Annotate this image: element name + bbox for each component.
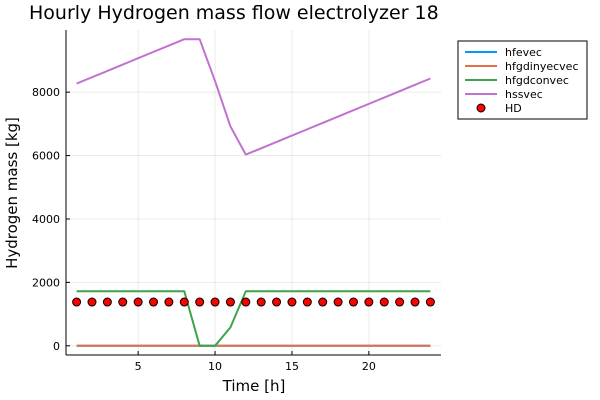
legend-label: HD (505, 102, 522, 115)
legend-item-hssvec: hssvec (465, 88, 543, 101)
legend-label: hfgdinyecvec (505, 60, 579, 73)
point-hd (72, 297, 82, 307)
point-hd (425, 297, 435, 307)
legend-label: hssvec (505, 88, 543, 101)
legend-label: hfevec (505, 46, 542, 59)
plot-area (72, 38, 435, 347)
point-hd (149, 297, 159, 307)
point-hd (287, 297, 297, 307)
point-hd (395, 297, 405, 307)
point-hd (102, 297, 112, 307)
chart-title: Hourly Hydrogen mass flow electrolyzer 1… (29, 2, 439, 24)
point-hd (133, 297, 143, 307)
point-hd (225, 297, 235, 307)
y-tick-label: 6000 (32, 150, 60, 163)
point-hd (348, 297, 358, 307)
point-hd (195, 297, 205, 307)
legend-item-hfgdconvec: hfgdconvec (465, 74, 569, 87)
point-hd (333, 297, 343, 307)
point-hd (256, 297, 266, 307)
y-tick-label: 8000 (32, 86, 60, 99)
x-ticks: 5 10 15 20 (135, 351, 376, 373)
point-hd (410, 297, 420, 307)
point-hd (379, 297, 389, 307)
point-hd (241, 297, 251, 307)
y-tick-label: 4000 (32, 213, 60, 226)
point-hd (364, 297, 374, 307)
point-hd (318, 297, 328, 307)
point-hd (87, 297, 97, 307)
y-axis-label: Hydrogen mass [kg] (3, 117, 21, 269)
point-hd (302, 297, 312, 307)
x-tick-label: 5 (135, 360, 142, 373)
x-tick-label: 20 (362, 360, 376, 373)
x-tick-label: 10 (208, 360, 222, 373)
legend-item-hfevec: hfevec (465, 46, 542, 59)
legend-marker (476, 103, 486, 113)
point-hd (164, 297, 174, 307)
legend-item-hfgdinyecvec: hfgdinyecvec (465, 60, 579, 73)
series-hd (72, 297, 435, 307)
point-hd (118, 297, 128, 307)
y-ticks: 0 2000 4000 6000 8000 (32, 86, 70, 353)
series-line-hssvec (76, 38, 431, 156)
point-hd (210, 297, 220, 307)
x-axis-label: Time [h] (222, 377, 286, 395)
y-tick-label: 0 (53, 340, 60, 353)
legend-label: hfgdconvec (505, 74, 569, 87)
point-hd (272, 297, 282, 307)
point-hd (179, 297, 189, 307)
legend-item-hd: HD (476, 102, 522, 115)
x-tick-label: 15 (285, 360, 299, 373)
series-line-hfgdconvec (76, 290, 431, 347)
y-tick-label: 2000 (32, 276, 60, 289)
